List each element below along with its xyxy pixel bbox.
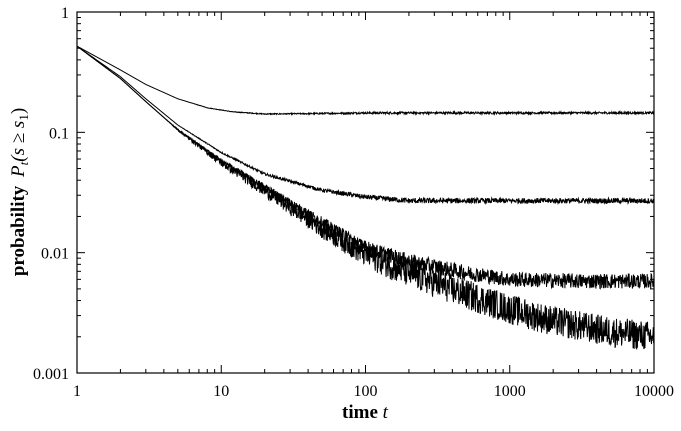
y-tick-label: 0.1 [49,125,69,142]
x-tick-label: 1 [73,383,81,400]
series-line-4 [76,45,655,350]
tick-labels: 1 10 100 1000 10000 0.001 0.01 0.1 1 [33,5,674,400]
x-tick-label: 1000 [494,383,526,400]
y-axis-label-function-subscript: t [16,161,31,165]
y-axis-label-text: probability [8,185,29,276]
x-axis-label-text: time [342,402,378,423]
y-tick-label: 0.001 [33,366,69,383]
y-axis-label: probability Pt(s ≥ s1) [8,108,31,276]
y-axis-label-function: P [8,165,29,178]
y-axis-label-argument-subscript: 1 [16,114,31,121]
series-line-2 [76,45,655,206]
x-tick-label: 10000 [634,383,674,400]
x-axis-label: time t [342,402,389,423]
ticks [76,12,654,374]
y-axis-label-arguments: (s ≥ s [8,121,29,162]
y-tick-label: 0.01 [41,246,69,263]
x-tick-label: 10 [213,383,229,400]
x-tick-label: 100 [354,383,378,400]
data-series [76,45,655,350]
x-axis-label-variable: t [383,402,389,423]
y-tick-label: 1 [61,5,69,22]
y-axis-label-close: ) [8,108,29,114]
series-line-1 [76,45,655,117]
